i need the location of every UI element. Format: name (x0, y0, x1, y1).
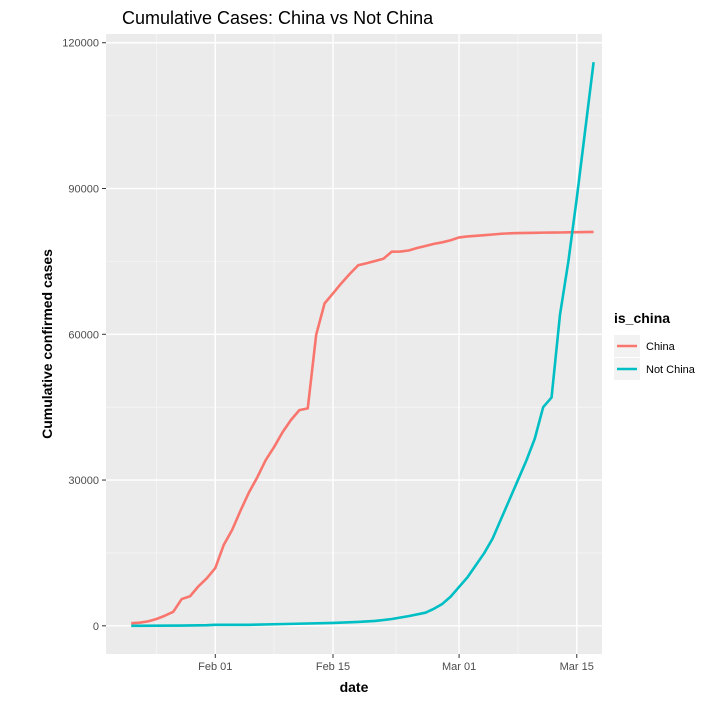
x-tick-label: Mar 15 (560, 661, 594, 673)
x-axis-title: date (340, 679, 369, 695)
grid-minor (106, 34, 602, 654)
legend-title: is_china (614, 310, 670, 326)
series-line-not-china (131, 62, 595, 628)
x-axis: Feb 01 Feb 15 Mar 01 Mar 15 (198, 654, 594, 673)
x-tick-label: Feb 15 (316, 661, 350, 673)
legend-label-not-china: Not China (646, 364, 696, 376)
y-tick-label: 120000 (62, 38, 99, 50)
legend: is_china China Not China (614, 310, 696, 380)
x-tick-label: Mar 01 (442, 661, 476, 673)
series-lines (131, 62, 595, 628)
y-tick-label: 60000 (68, 329, 99, 341)
y-tick-label: 0 (93, 621, 99, 633)
y-axis-title: Cumulative confirmed cases (39, 249, 55, 439)
chart-title: Cumulative Cases: China vs Not China (122, 8, 434, 28)
legend-label-china: China (646, 341, 676, 353)
plot-panel (106, 34, 602, 654)
series-line-china (131, 230, 594, 625)
y-axis: 0 30000 60000 90000 120000 (62, 38, 106, 633)
y-tick-label: 90000 (68, 184, 99, 196)
y-tick-label: 30000 (68, 475, 99, 487)
x-tick-label: Feb 01 (198, 661, 232, 673)
